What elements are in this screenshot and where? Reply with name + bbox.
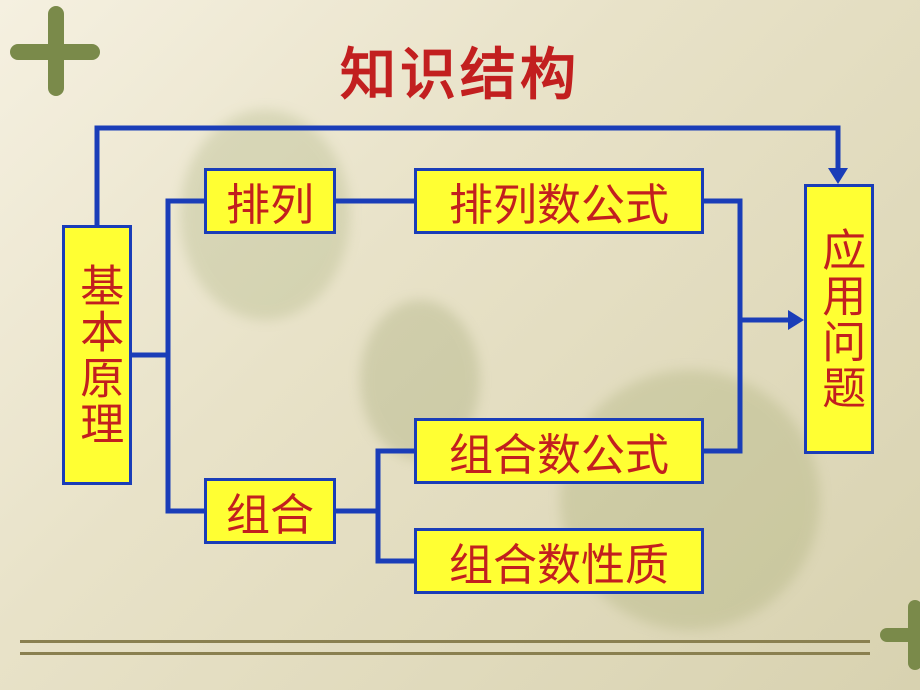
decor-underline-1 bbox=[20, 640, 870, 643]
node-label: 组合 bbox=[226, 479, 314, 543]
node-label: 组合数公式 bbox=[449, 419, 669, 483]
decor-underline-2 bbox=[20, 652, 870, 655]
slide-title: 知识结构 bbox=[0, 30, 920, 111]
node-comb-formula: 组合数公式 bbox=[414, 418, 704, 484]
node-label: 应用问题 bbox=[815, 227, 863, 411]
node-permutation: 排列 bbox=[204, 168, 336, 234]
node-label: 组合数性质 bbox=[449, 529, 669, 593]
node-basic-principle: 基本原理 bbox=[62, 225, 132, 485]
node-perm-formula: 排列数公式 bbox=[414, 168, 704, 234]
node-label: 排列数公式 bbox=[449, 169, 669, 233]
node-label: 基本原理 bbox=[73, 263, 121, 447]
node-comb-property: 组合数性质 bbox=[414, 528, 704, 594]
node-combination: 组合 bbox=[204, 478, 336, 544]
node-label: 排列 bbox=[226, 169, 314, 233]
decor-cross-bottom bbox=[880, 600, 920, 670]
node-application: 应用问题 bbox=[804, 184, 874, 454]
